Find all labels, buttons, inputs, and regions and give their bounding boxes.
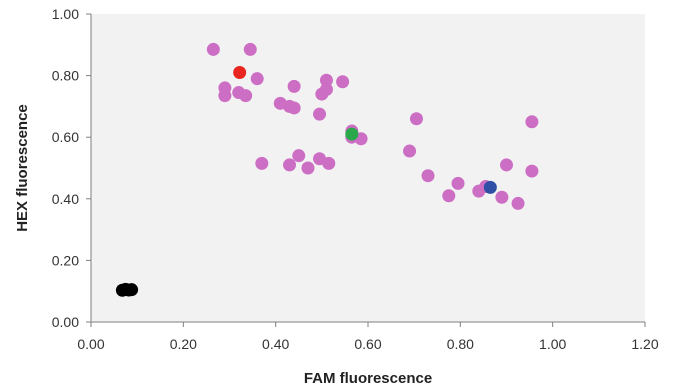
y-tick-label: 1.00 xyxy=(52,6,79,22)
data-point xyxy=(292,149,306,163)
data-points xyxy=(115,42,539,297)
data-point xyxy=(233,66,247,80)
data-point xyxy=(403,144,417,158)
data-point xyxy=(206,42,220,56)
data-point xyxy=(243,42,257,56)
data-point xyxy=(287,101,301,115)
y-tick-label: 0.40 xyxy=(52,191,79,207)
data-point xyxy=(409,112,423,126)
data-point xyxy=(511,196,525,210)
y-tick-label: 0.80 xyxy=(52,68,79,84)
data-point xyxy=(483,180,497,194)
data-point xyxy=(322,156,336,170)
data-point xyxy=(250,72,264,86)
x-axis-ticks: 0.00 0.20 0.40 0.60 0.80 1.00 1.20 xyxy=(77,322,659,352)
data-point xyxy=(239,89,253,103)
data-point xyxy=(525,115,539,129)
data-point xyxy=(283,158,297,172)
plot-area xyxy=(91,14,645,322)
x-tick-label: 0.00 xyxy=(77,336,104,352)
y-tick-label: 0.00 xyxy=(52,314,79,330)
data-point xyxy=(315,87,329,101)
y-axis-ticks: 0.00 0.20 0.40 0.60 0.80 1.00 xyxy=(52,6,91,330)
data-point xyxy=(345,127,359,141)
data-point xyxy=(125,283,139,297)
x-tick-label: 0.80 xyxy=(447,336,474,352)
data-point xyxy=(421,169,435,183)
data-point xyxy=(442,189,456,203)
data-point xyxy=(500,158,513,172)
data-point xyxy=(495,190,509,204)
data-point xyxy=(336,75,350,89)
y-tick-label: 0.60 xyxy=(52,129,79,145)
data-point xyxy=(218,89,232,103)
data-point xyxy=(255,156,269,170)
data-point xyxy=(451,176,465,190)
x-tick-label: 0.40 xyxy=(262,336,289,352)
x-tick-label: 0.20 xyxy=(170,336,197,352)
data-point xyxy=(525,164,539,178)
y-tick-label: 0.20 xyxy=(52,252,79,268)
data-point xyxy=(313,107,327,121)
y-axis-title: HEX fluorescence xyxy=(14,104,31,232)
data-point xyxy=(287,79,301,93)
data-point xyxy=(319,73,333,87)
x-tick-label: 1.20 xyxy=(631,336,658,352)
x-tick-label: 1.00 xyxy=(539,336,566,352)
data-point xyxy=(301,161,315,175)
x-tick-label: 0.60 xyxy=(354,336,381,352)
x-axis-title: FAM fluorescence xyxy=(304,370,432,387)
